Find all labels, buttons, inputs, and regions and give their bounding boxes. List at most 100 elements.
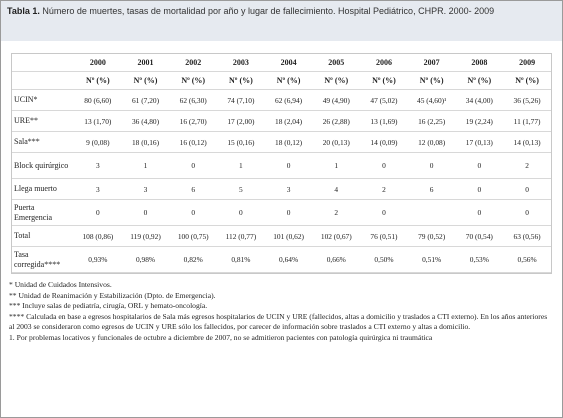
- cell: 13 (1,70): [74, 110, 122, 132]
- row-label: URE**: [12, 110, 74, 132]
- cell: 0: [169, 152, 218, 179]
- cell: 2: [312, 199, 361, 226]
- cell: 18 (0,16): [121, 131, 170, 153]
- row-label: Block quirúrgico: [12, 152, 74, 179]
- cell: 0: [455, 199, 504, 226]
- table-row: Block quirúrgico 3 1 0 1 0 1 0 0 0 2: [12, 152, 551, 179]
- footnote: * Unidad de Cuidados Intensivos.: [9, 280, 112, 289]
- cell: 20 (0,13): [312, 131, 361, 153]
- cell: 0,53%: [455, 246, 504, 273]
- row-label: Tasa corregida****: [12, 246, 74, 273]
- subheader: Nº (%): [169, 71, 218, 90]
- cell: 15 (0,16): [217, 131, 265, 153]
- cell: 17 (2,00): [217, 110, 265, 132]
- cell: 6: [169, 178, 218, 200]
- cell: 112 (0,77): [217, 225, 265, 247]
- cell: 1: [217, 152, 265, 179]
- year-header: 2002: [169, 54, 218, 72]
- cell: 0: [74, 199, 122, 226]
- table: 2000 2001 2002 2003 2004 2005 2006 2007 2008 2009…: [12, 54, 551, 273]
- header-row: 2000 2001 2002 2003 2004 2005 2006 2007 2008 2009: [12, 54, 551, 72]
- cell: 17 (0,13): [455, 131, 504, 153]
- header-cell: [12, 71, 74, 90]
- cell: 3: [74, 178, 122, 200]
- cell: 0,56%: [503, 246, 551, 273]
- cell: 34 (4,00): [455, 89, 504, 111]
- cell: 74 (7,10): [217, 89, 265, 111]
- row-label: Puerta Emergencia: [12, 199, 74, 226]
- subheader: Nº (%): [455, 71, 504, 90]
- cell: 14 (0,09): [360, 131, 408, 153]
- cell: 0: [264, 199, 313, 226]
- table-row: Sala*** 9 (0,08) 18 (0,16) 16 (0,12) 15 (0,1…: [12, 131, 551, 153]
- row-label: Total: [12, 225, 74, 247]
- year-header: 2008: [455, 54, 504, 72]
- cell: 0: [360, 199, 408, 226]
- cell: 108 (0,86): [74, 225, 122, 247]
- year-header: 2006: [360, 54, 408, 72]
- table-row: URE** 13 (1,70) 36 (4,80) 16 (2,70) 17 (2,00…: [12, 110, 551, 132]
- cell: 49 (4,90): [312, 89, 361, 111]
- cell: 0,51%: [407, 246, 456, 273]
- cell: 16 (2,25): [407, 110, 456, 132]
- year-header: 2005: [312, 54, 361, 72]
- cell: 1: [312, 152, 361, 179]
- cell: 0: [407, 152, 456, 179]
- cell: 4: [312, 178, 361, 200]
- cell: 0: [121, 199, 170, 226]
- footnote: ** Unidad de Reanimación y Estabilizació…: [9, 290, 216, 300]
- cell: 11 (1,77): [503, 110, 551, 132]
- footnote: 1. Por problemas locativos y funcionales…: [9, 332, 433, 342]
- cell: 0: [169, 199, 218, 226]
- header-cell: [12, 54, 74, 72]
- cell: 0,82%: [169, 246, 218, 273]
- cell: 0,64%: [264, 246, 313, 273]
- subheader: Nº (%): [121, 71, 170, 90]
- cell: 79 (0,52): [407, 225, 456, 247]
- cell: 16 (2,70): [169, 110, 218, 132]
- cell: 0,81%: [217, 246, 265, 273]
- cell: 0: [503, 199, 551, 226]
- cell: 13 (1,69): [360, 110, 408, 132]
- cell: 9 (0,08): [74, 131, 122, 153]
- table-frame: 2000 2001 2002 2003 2004 2005 2006 2007 2008 2009…: [11, 53, 552, 274]
- cell: 18 (2,04): [264, 110, 313, 132]
- cell: 61 (7,20): [121, 89, 170, 111]
- subheader: Nº (%): [312, 71, 361, 90]
- year-header: 2007: [407, 54, 456, 72]
- cell: 16 (0,12): [169, 131, 218, 153]
- footnote: *** Incluye salas de pediatría, cirugía,…: [9, 301, 208, 311]
- table-row: UCIN* 80 (6,60) 61 (7,20) 62 (6,30) 74 (7,10…: [12, 89, 551, 111]
- year-header: 2000: [74, 54, 122, 72]
- subheader-row: Nº (%) Nº (%) Nº (%) Nº (%) Nº (%) Nº (%) Nº (…: [12, 71, 551, 90]
- subheader: Nº (%): [407, 71, 456, 90]
- cell: 0: [455, 152, 504, 179]
- subheader: Nº (%): [360, 71, 408, 90]
- subheader: Nº (%): [503, 71, 551, 90]
- cell: 14 (0,13): [503, 131, 551, 153]
- cell: [407, 199, 456, 226]
- title-text: Número de muertes, tasas de mortalidad p…: [42, 6, 495, 16]
- cell: 62 (6,30): [169, 89, 218, 111]
- cell: 45 (4,60)¹: [407, 89, 456, 111]
- title-label: Tabla 1.: [7, 6, 40, 16]
- cell: 100 (0,75): [169, 225, 218, 247]
- cell: 0,93%: [74, 246, 122, 273]
- cell: 36 (5,26): [503, 89, 551, 111]
- cell: 5: [217, 178, 265, 200]
- footnote: **** Calculada en base a egresos hospita…: [9, 311, 548, 332]
- year-header: 2004: [264, 54, 313, 72]
- cell: 2: [503, 152, 551, 179]
- year-header: 2009: [503, 54, 551, 72]
- cell: 70 (0,54): [455, 225, 504, 247]
- cell: 0,66%: [312, 246, 361, 273]
- cell: 0,98%: [121, 246, 170, 273]
- cell: 18 (0,12): [264, 131, 313, 153]
- cell: 2: [360, 178, 408, 200]
- cell: 0: [455, 178, 504, 200]
- cell: 62 (6,94): [264, 89, 313, 111]
- cell: 3: [264, 178, 313, 200]
- cell: 0: [217, 199, 265, 226]
- cell: 101 (0,62): [264, 225, 313, 247]
